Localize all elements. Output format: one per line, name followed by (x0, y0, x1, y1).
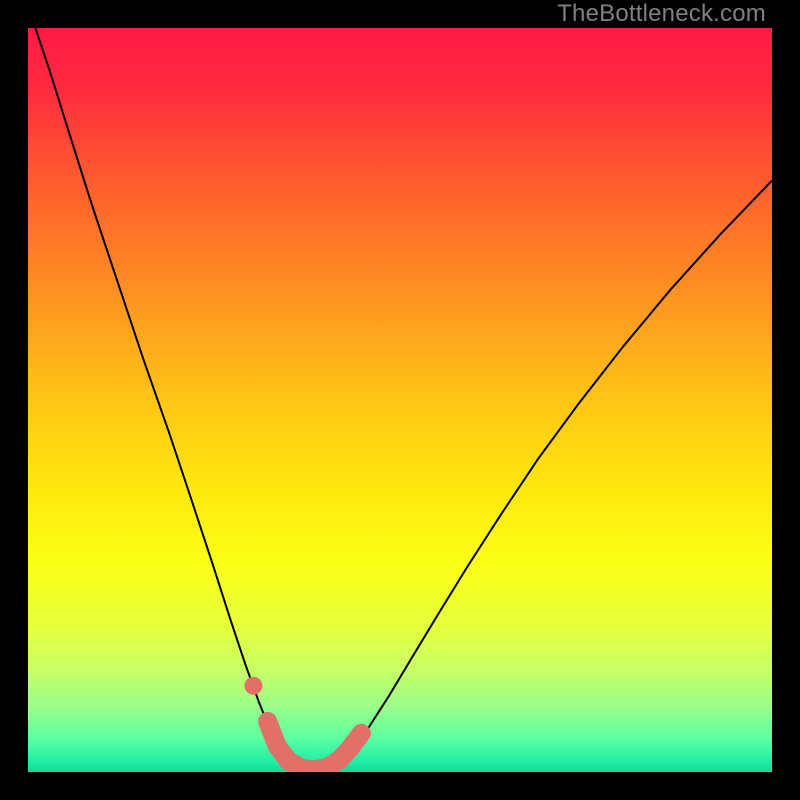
outer-frame: TheBottleneck.com (0, 0, 800, 800)
gradient-background (28, 28, 772, 772)
plot-area (28, 28, 772, 772)
watermark-text: TheBottleneck.com (557, 0, 766, 28)
chart-svg (28, 28, 772, 772)
highlight-dot (244, 677, 262, 695)
